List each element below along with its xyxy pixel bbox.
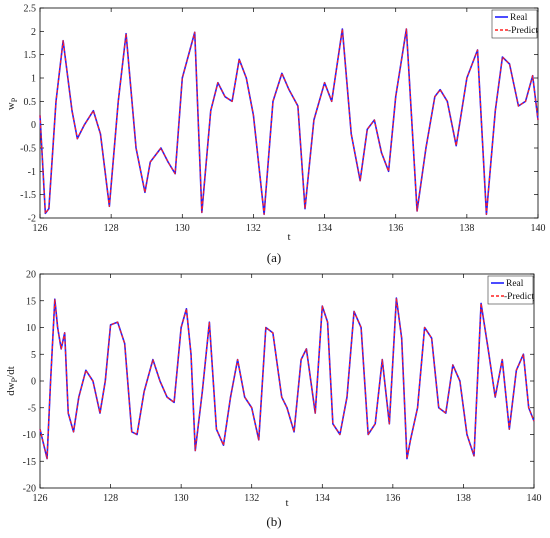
panel-b-y-ticks: -20 -15 -10 -5 0 5 10 15 20 (23, 270, 534, 495)
panel-b-y-axis-label-subscript: P (10, 377, 19, 382)
panel-a-legend-real-label: Real (510, 13, 528, 23)
y-tick-label: -15 (23, 457, 36, 468)
y-tick-label: -20 (23, 484, 36, 495)
panel-b-legend-predict-label: -Predict (504, 292, 534, 302)
x-tick-label: 132 (244, 493, 259, 504)
y-tick-label: 0.5 (24, 97, 37, 108)
panel-a-legend: Real -Predict (491, 9, 538, 39)
panel-b-plot-frame (39, 273, 535, 489)
panel-a-y-axis-label-main: w (5, 102, 17, 110)
y-tick-label: -10 (23, 430, 36, 441)
panel-a-y-axis-label-subscript: P (10, 97, 19, 102)
panel-a-y-ticks: -2 -1.5 -1 -0.5 0 0.5 1 1.5 2 2.5 (20, 4, 538, 225)
panel-a-x-axis-label: t (287, 231, 290, 243)
panel-a-y-axis-label: wP (5, 97, 19, 110)
x-tick-label: 126 (33, 223, 48, 234)
x-tick-label: 136 (388, 223, 403, 234)
panel-b-x-ticks: 126 128 130 132 134 136 138 140 (33, 274, 542, 504)
x-tick-label: 128 (104, 223, 119, 234)
panel-a-caption: (a) (267, 250, 281, 265)
series-predict-line (39, 297, 535, 460)
panel-a-legend-box (491, 9, 538, 39)
x-tick-label: 134 (315, 493, 330, 504)
y-tick-label: 2 (31, 27, 36, 38)
x-tick-label: 136 (385, 493, 400, 504)
panel-a: -2 -1.5 -1 -0.5 0 0.5 1 1.5 2 2.5 126 128 130 132 134… (5, 4, 546, 266)
panel-a-x-ticks: 126 128 130 132 134 136 138 140 (33, 8, 546, 234)
y-tick-label: -1 (28, 167, 36, 178)
y-tick-label: 0 (31, 120, 36, 131)
y-tick-label: 1 (31, 74, 36, 85)
panel-b-x-axis-label: t (285, 497, 288, 509)
panel-b-legend-box (487, 275, 534, 305)
y-tick-label: -5 (28, 403, 36, 414)
y-tick-label: 10 (26, 323, 36, 334)
panel-b: -20 -15 -10 -5 0 5 10 15 20 126 128 130 132 134 136 13… (5, 270, 542, 530)
y-tick-label: 2.5 (24, 4, 37, 15)
y-tick-label: 0 (31, 377, 36, 388)
y-tick-label: 1.5 (24, 50, 37, 61)
series-predict-line (39, 28, 539, 215)
panel-b-legend-real-label: Real (506, 279, 524, 289)
panel-b-y-axis-label: dwP/dt (5, 366, 19, 396)
y-tick-label: -1.5 (20, 190, 36, 201)
x-tick-label: 126 (33, 493, 48, 504)
x-tick-label: 132 (246, 223, 261, 234)
x-tick-label: 138 (456, 493, 471, 504)
panel-b-caption: (b) (266, 514, 281, 529)
x-tick-label: 138 (459, 223, 474, 234)
panel-a-series (39, 28, 539, 216)
x-tick-label: 130 (174, 493, 189, 504)
panel-b-legend: Real -Predict (487, 275, 534, 305)
x-tick-label: 140 (527, 493, 542, 504)
y-tick-label: 5 (31, 350, 36, 361)
panel-b-y-axis-label-main: dw (5, 382, 17, 396)
y-tick-label: -0.5 (20, 144, 36, 155)
x-tick-label: 130 (175, 223, 190, 234)
panel-a-legend-predict-label: -Predict (508, 26, 538, 36)
panel-b-y-axis-label-suffix: /dt (5, 366, 17, 378)
x-tick-label: 134 (317, 223, 332, 234)
x-tick-label: 140 (531, 223, 546, 234)
panel-a-plot-frame (39, 7, 539, 219)
y-tick-label: 15 (26, 296, 36, 307)
y-tick-label: -2 (28, 214, 36, 225)
panel-b-series (39, 297, 535, 460)
x-tick-label: 128 (103, 493, 118, 504)
y-tick-label: 20 (26, 270, 36, 281)
